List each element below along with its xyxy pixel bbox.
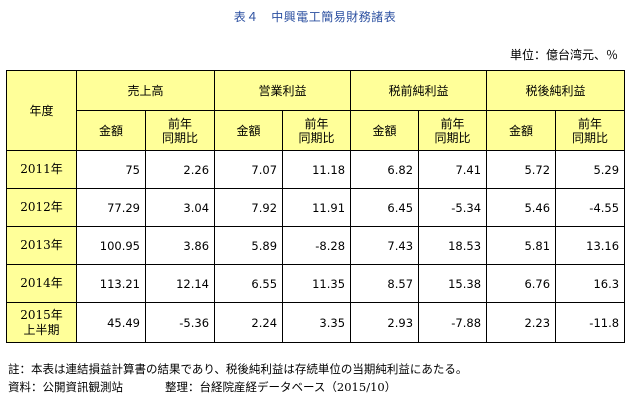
table-row: 2011年 75 2.26 7.07 11.18 6.82 7.41 5.72 … <box>6 150 626 189</box>
header-year: 年度 <box>6 70 77 151</box>
header-amount: 金額 <box>214 110 284 151</box>
cell-value: 5.81 <box>486 226 557 265</box>
row-year: 2012年 <box>6 188 77 227</box>
cell-value: 3.35 <box>282 302 352 343</box>
header-pretax-profit: 税前純利益 <box>350 70 488 111</box>
cell-value: 6.82 <box>350 150 420 189</box>
compiled-by-text: 整理：台経院産経データベース（2015/10） <box>165 380 397 394</box>
cell-value: 5.46 <box>486 188 557 227</box>
header-yoy: 前年 同期比 <box>144 110 216 151</box>
cell-value: 75 <box>76 150 146 189</box>
row-year: 2013年 <box>6 226 77 265</box>
cell-value: 77.29 <box>76 188 146 227</box>
header-yoy: 前年 同期比 <box>555 110 626 151</box>
cell-value: 15.38 <box>418 264 488 303</box>
source-text: 資料：公開資訊観測站 <box>8 380 123 394</box>
cell-value: 11.35 <box>282 264 352 303</box>
cell-value: -4.55 <box>555 188 626 227</box>
header-yoy: 前年 同期比 <box>282 110 352 151</box>
cell-value: 18.53 <box>418 226 488 265</box>
cell-value: -7.88 <box>418 302 488 343</box>
cell-value: 7.92 <box>214 188 284 227</box>
table-row: 2013年 100.95 3.86 5.89 -8.28 7.43 18.53 … <box>6 226 626 265</box>
cell-value: -8.28 <box>282 226 352 265</box>
header-sales: 売上高 <box>75 70 216 111</box>
table-row: 2015年 上半期 45.49 -5.36 2.24 3.35 2.93 -7.8… <box>6 302 626 343</box>
financial-table: 年度 売上高 営業利益 税前純利益 税後純利益 金額 前年 同期比 金額 前年 同期… <box>6 70 626 343</box>
cell-value: 6.45 <box>350 188 420 227</box>
cell-value: 11.91 <box>282 188 352 227</box>
unit-label: 単位：億台湾元、％ <box>509 48 618 62</box>
header-aftertax-profit: 税後純利益 <box>486 70 626 111</box>
cell-value: 8.57 <box>350 264 420 303</box>
table-row: 2014年 113.21 12.14 6.55 11.35 8.57 15.38… <box>6 264 626 303</box>
cell-value: 16.3 <box>555 264 626 303</box>
row-year: 2011年 <box>6 150 77 189</box>
cell-value: 2.93 <box>350 302 420 343</box>
header-operating-profit: 営業利益 <box>214 70 352 111</box>
cell-value: 5.89 <box>214 226 284 265</box>
cell-value: -11.8 <box>555 302 626 343</box>
row-year: 2014年 <box>6 264 77 303</box>
cell-value: 3.04 <box>144 188 216 227</box>
cell-value: 100.95 <box>76 226 146 265</box>
header-amount: 金額 <box>350 110 420 151</box>
table-notes: 註：本表は連結損益計算書の結果であり、税後純利益は存続単位の当期純利益にあたる。… <box>8 360 467 396</box>
cell-value: -5.34 <box>418 188 488 227</box>
header-yoy: 前年 同期比 <box>418 110 488 151</box>
cell-value: 7.07 <box>214 150 284 189</box>
cell-value: 113.21 <box>76 264 146 303</box>
source-line: 資料：公開資訊観測站 整理：台経院産経データベース（2015/10） <box>8 378 467 396</box>
cell-value: 7.41 <box>418 150 488 189</box>
cell-value: 6.55 <box>214 264 284 303</box>
cell-value: 2.26 <box>144 150 216 189</box>
cell-value: 6.76 <box>486 264 557 303</box>
cell-value: -5.36 <box>144 302 216 343</box>
table-row: 2012年 77.29 3.04 7.92 11.91 6.45 -5.34 5… <box>6 188 626 227</box>
table-caption: 表４ 中興電工簡易財務諸表 <box>233 10 397 24</box>
row-year: 2015年 上半期 <box>6 302 77 343</box>
cell-value: 2.24 <box>214 302 284 343</box>
header-amount: 金額 <box>486 110 557 151</box>
cell-value: 11.18 <box>282 150 352 189</box>
cell-value: 13.16 <box>555 226 626 265</box>
cell-value: 5.72 <box>486 150 557 189</box>
cell-value: 2.23 <box>486 302 557 343</box>
cell-value: 12.14 <box>144 264 216 303</box>
cell-value: 45.49 <box>76 302 146 343</box>
cell-value: 3.86 <box>144 226 216 265</box>
cell-value: 5.29 <box>555 150 626 189</box>
header-amount: 金額 <box>76 110 146 151</box>
note-text: 註：本表は連結損益計算書の結果であり、税後純利益は存続単位の当期純利益にあたる。 <box>8 362 468 376</box>
cell-value: 7.43 <box>350 226 420 265</box>
